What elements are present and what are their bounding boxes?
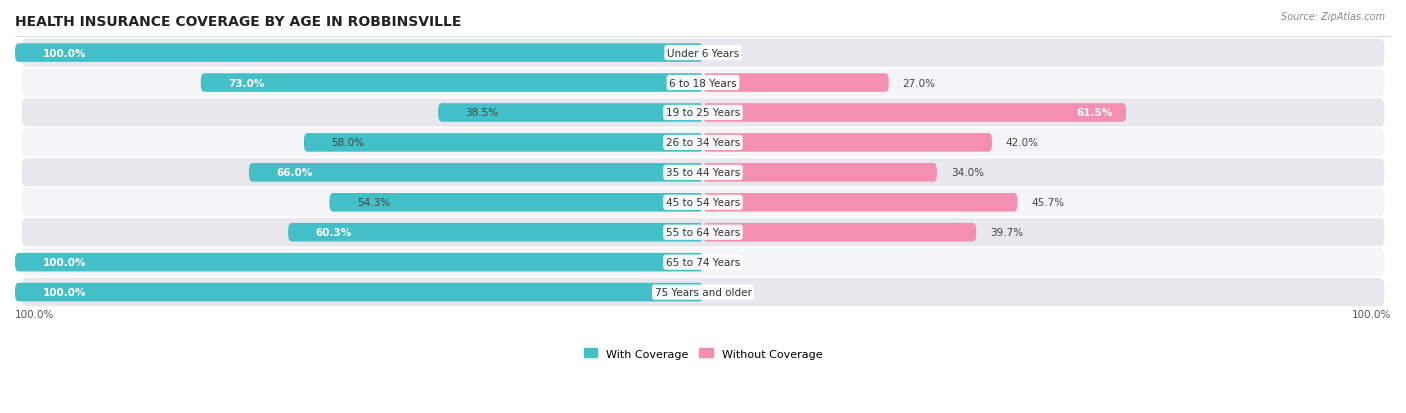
- Text: 39.7%: 39.7%: [990, 228, 1024, 237]
- Text: 26 to 34 Years: 26 to 34 Years: [666, 138, 740, 148]
- Text: 66.0%: 66.0%: [277, 168, 312, 178]
- Text: 45.7%: 45.7%: [1031, 198, 1064, 208]
- FancyBboxPatch shape: [703, 134, 993, 152]
- Text: 0.0%: 0.0%: [717, 258, 742, 268]
- FancyBboxPatch shape: [703, 164, 936, 182]
- FancyBboxPatch shape: [249, 164, 703, 182]
- FancyBboxPatch shape: [21, 99, 1385, 127]
- Text: 58.0%: 58.0%: [332, 138, 364, 148]
- Text: 45 to 54 Years: 45 to 54 Years: [666, 198, 740, 208]
- FancyBboxPatch shape: [21, 249, 1385, 277]
- Text: 54.3%: 54.3%: [357, 198, 389, 208]
- FancyBboxPatch shape: [703, 194, 1018, 212]
- Text: 61.5%: 61.5%: [1076, 108, 1112, 118]
- Text: 55 to 64 Years: 55 to 64 Years: [666, 228, 740, 237]
- FancyBboxPatch shape: [21, 39, 1385, 67]
- FancyBboxPatch shape: [21, 218, 1385, 247]
- FancyBboxPatch shape: [21, 278, 1385, 306]
- FancyBboxPatch shape: [21, 189, 1385, 217]
- Text: 0.0%: 0.0%: [717, 48, 742, 58]
- Legend: With Coverage, Without Coverage: With Coverage, Without Coverage: [579, 344, 827, 363]
- FancyBboxPatch shape: [15, 44, 703, 63]
- Text: Under 6 Years: Under 6 Years: [666, 48, 740, 58]
- Text: 38.5%: 38.5%: [465, 108, 499, 118]
- FancyBboxPatch shape: [703, 223, 976, 242]
- FancyBboxPatch shape: [304, 134, 703, 152]
- FancyBboxPatch shape: [21, 129, 1385, 157]
- FancyBboxPatch shape: [288, 223, 703, 242]
- Text: 100.0%: 100.0%: [42, 48, 86, 58]
- Text: 73.0%: 73.0%: [228, 78, 264, 88]
- Text: HEALTH INSURANCE COVERAGE BY AGE IN ROBBINSVILLE: HEALTH INSURANCE COVERAGE BY AGE IN ROBB…: [15, 15, 461, 29]
- FancyBboxPatch shape: [439, 104, 703, 122]
- FancyBboxPatch shape: [21, 159, 1385, 187]
- FancyBboxPatch shape: [21, 69, 1385, 97]
- FancyBboxPatch shape: [703, 104, 1126, 122]
- Text: 75 Years and older: 75 Years and older: [655, 287, 751, 297]
- Text: 100.0%: 100.0%: [15, 309, 55, 319]
- Text: 60.3%: 60.3%: [316, 228, 352, 237]
- Text: 100.0%: 100.0%: [42, 287, 86, 297]
- Text: 65 to 74 Years: 65 to 74 Years: [666, 258, 740, 268]
- FancyBboxPatch shape: [703, 74, 889, 93]
- Text: 35 to 44 Years: 35 to 44 Years: [666, 168, 740, 178]
- Text: 100.0%: 100.0%: [1351, 309, 1391, 319]
- FancyBboxPatch shape: [329, 194, 703, 212]
- Text: 100.0%: 100.0%: [42, 258, 86, 268]
- FancyBboxPatch shape: [15, 283, 703, 301]
- Text: 27.0%: 27.0%: [903, 78, 935, 88]
- Text: 6 to 18 Years: 6 to 18 Years: [669, 78, 737, 88]
- Text: 19 to 25 Years: 19 to 25 Years: [666, 108, 740, 118]
- Text: Source: ZipAtlas.com: Source: ZipAtlas.com: [1281, 12, 1385, 22]
- Text: 34.0%: 34.0%: [950, 168, 984, 178]
- Text: 0.0%: 0.0%: [717, 287, 742, 297]
- FancyBboxPatch shape: [15, 253, 703, 272]
- FancyBboxPatch shape: [201, 74, 703, 93]
- Text: 42.0%: 42.0%: [1005, 138, 1039, 148]
